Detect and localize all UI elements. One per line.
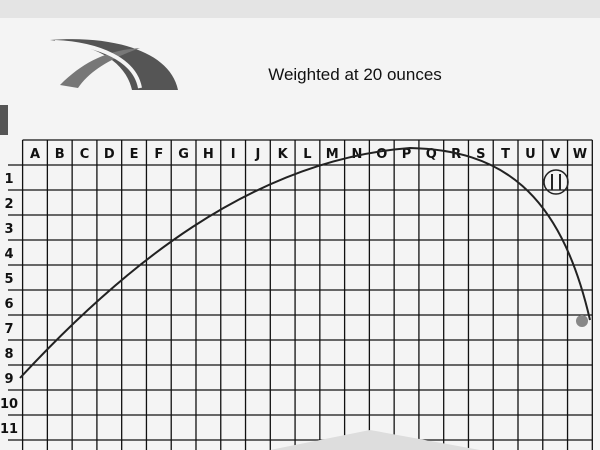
column-label: S [476,147,485,162]
column-label: C [80,147,90,162]
column-label: U [525,147,536,162]
column-label: Q [426,147,437,162]
column-label: M [326,147,339,162]
column-label: A [30,147,40,162]
row-label: 1 [4,172,13,187]
column-label: H [203,147,214,162]
column-label: B [55,147,65,162]
clamp [0,105,8,135]
row-label: 5 [4,272,13,287]
row-label: 11 [0,422,18,437]
caption: Weighted at 20 ounces [268,65,442,84]
logo [50,39,178,90]
column-label: I [231,147,236,162]
rod-curve [19,146,591,379]
row-label: 3 [4,222,13,237]
column-label: N [352,147,363,162]
weight [576,315,588,327]
column-label: G [178,147,189,162]
column-label: D [104,147,115,162]
column-label: V [550,147,560,162]
row-label: 9 [4,372,13,387]
row-label: 8 [4,347,13,362]
row-label: 6 [4,297,13,312]
row-label: 4 [4,247,13,262]
column-label: K [278,147,289,162]
column-label: P [402,147,412,162]
row-label: 7 [4,322,13,337]
column-label: R [451,147,461,162]
column-label: W [573,147,587,162]
floor-object [270,430,480,450]
column-label: J [254,147,260,162]
column-label: E [130,147,139,162]
row-label: 10 [0,397,18,412]
grid: A B C D E F G H I J K L M N O P Q R S T U V W 1 2 3 4 5 6 7 8 9 10 11 [0,139,593,450]
column-label: F [154,147,163,162]
row-label: 2 [4,197,13,212]
column-label: L [303,147,311,162]
top-edge [0,0,600,18]
column-label: O [376,147,387,162]
rod-icon [543,169,569,195]
column-label: T [501,147,510,162]
